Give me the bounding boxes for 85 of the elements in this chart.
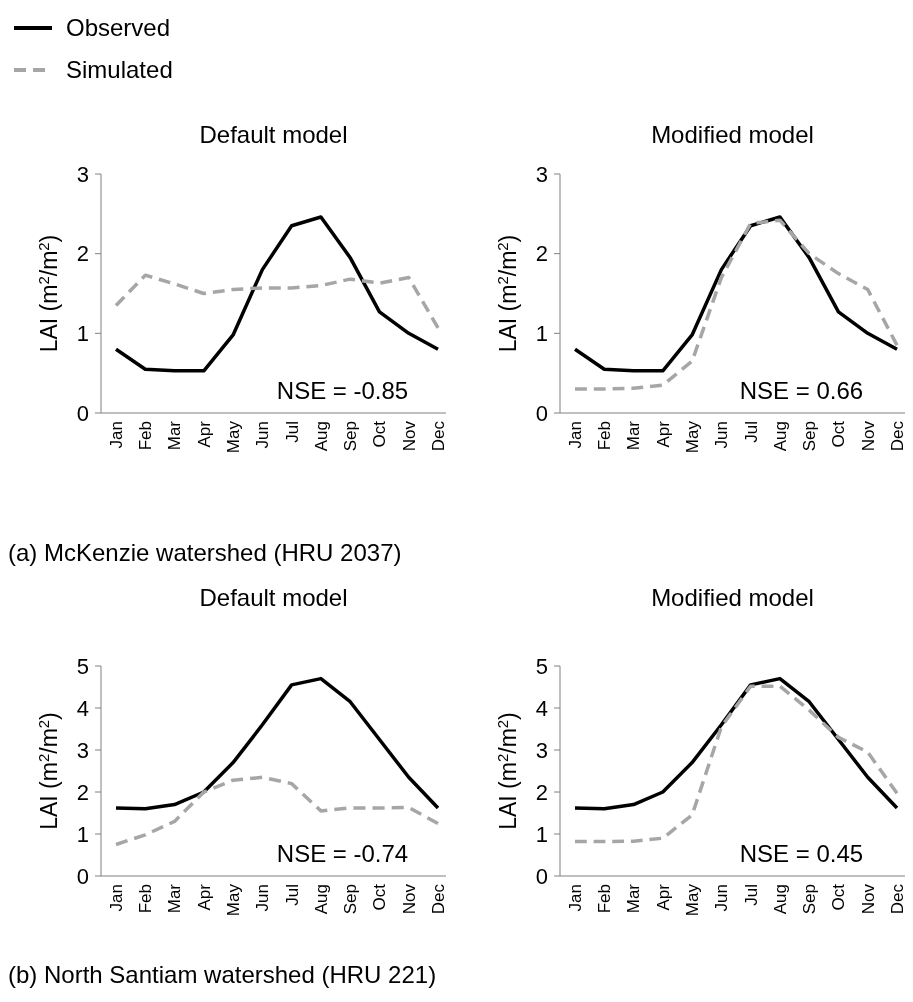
x-tick-label: Apr	[194, 883, 214, 911]
chart-title: Default model	[199, 584, 348, 611]
x-tick-label: Jun	[712, 421, 732, 449]
x-tick-label: Nov	[858, 883, 878, 915]
x-tick-label: Jun	[712, 884, 732, 912]
x-tick-label: Aug	[311, 421, 331, 452]
y-tick-label: 1	[535, 821, 548, 847]
y-tick-label: 1	[76, 821, 89, 847]
y-tick-label: 3	[535, 161, 548, 187]
y-tick-label: 0	[535, 863, 548, 889]
y-tick-label: 2	[76, 241, 89, 267]
x-tick-label: Dec	[428, 420, 448, 452]
x-tick-label: Jul	[741, 421, 761, 443]
x-tick-label: Jul	[741, 884, 761, 906]
y-tick-label: 0	[535, 400, 548, 426]
x-tick-label: Aug	[770, 884, 790, 915]
x-tick-label: Oct	[370, 883, 390, 911]
x-tick-label: Aug	[770, 421, 790, 452]
x-tick-label: Mar	[624, 883, 644, 914]
y-tick-label: 3	[535, 737, 548, 763]
x-tick-label: Feb	[136, 884, 156, 914]
legend-label: Simulated	[66, 56, 173, 84]
x-tick-label: Jan	[565, 884, 585, 912]
x-tick-label: Jan	[106, 884, 126, 912]
text: (a) McKenzie watershed (HRU 2037)	[8, 539, 402, 566]
y-tick-label: 2	[535, 241, 548, 267]
chart-title: Modified model	[651, 584, 814, 611]
x-tick-label: Dec	[887, 420, 907, 452]
line-series	[573, 684, 899, 844]
x-tick-label: Oct	[370, 420, 390, 448]
annotation: NSE = 0.45	[739, 840, 864, 867]
x-tick-label: Mar	[165, 420, 185, 451]
x-tick-label: Dec	[887, 883, 907, 915]
y-tick-label: 5	[76, 653, 89, 679]
x-tick-label: May	[683, 420, 703, 454]
x-tick-label: Sep	[341, 884, 361, 915]
y-tick-label: 2	[535, 779, 548, 805]
line-series	[114, 273, 440, 330]
chart-title: Modified model	[651, 121, 814, 148]
x-tick-label: Nov	[858, 420, 878, 452]
y-tick-label: 1	[76, 321, 89, 347]
x-tick-label: Jun	[253, 421, 273, 449]
y-tick-label: 2	[76, 779, 89, 805]
annotation: NSE = 0.66	[739, 377, 864, 404]
x-tick-label: May	[224, 883, 244, 917]
x-tick-label: Apr	[194, 420, 214, 448]
x-tick-label: Jul	[282, 421, 302, 443]
x-tick-label: Aug	[311, 884, 331, 915]
y-tick-label: 3	[76, 161, 89, 187]
line-series	[114, 215, 440, 373]
annotation: NSE = -0.85	[276, 377, 409, 404]
x-tick-label: Mar	[165, 883, 185, 914]
chart-title: Default model	[199, 121, 348, 148]
x-tick-label: Apr	[653, 420, 673, 448]
x-tick-label: Oct	[829, 420, 849, 448]
y-tick-label: 3	[76, 737, 89, 763]
x-tick-label: Feb	[595, 884, 615, 914]
line-series	[114, 676, 440, 811]
x-tick-label: Sep	[800, 421, 820, 452]
x-tick-label: Oct	[829, 883, 849, 911]
y-tick-label: 4	[76, 695, 89, 721]
y-tick-label: 1	[535, 321, 548, 347]
x-tick-label: Apr	[653, 883, 673, 911]
annotation: NSE = -0.74	[276, 840, 409, 867]
x-tick-label: Jun	[253, 884, 273, 912]
x-tick-label: Jan	[106, 421, 126, 449]
y-tick-label: 0	[76, 863, 89, 889]
x-tick-label: Sep	[341, 421, 361, 452]
x-tick-label: Feb	[136, 421, 156, 451]
legend-label: Observed	[66, 14, 171, 42]
y-tick-label: 4	[535, 695, 548, 721]
x-tick-label: Mar	[624, 420, 644, 451]
text: (b) North Santiam watershed (HRU 221)	[8, 961, 437, 988]
y-tick-label: 0	[76, 400, 89, 426]
x-tick-label: Jul	[282, 884, 302, 906]
x-tick-label: Feb	[595, 421, 615, 451]
line-series	[114, 775, 440, 847]
x-tick-label: May	[224, 420, 244, 454]
x-tick-label: Dec	[428, 883, 448, 915]
x-tick-label: Nov	[399, 883, 419, 915]
x-tick-label: Sep	[800, 884, 820, 915]
x-tick-label: Jan	[565, 421, 585, 449]
x-tick-label: Nov	[399, 420, 419, 452]
x-tick-label: May	[683, 883, 703, 917]
y-tick-label: 5	[535, 653, 548, 679]
